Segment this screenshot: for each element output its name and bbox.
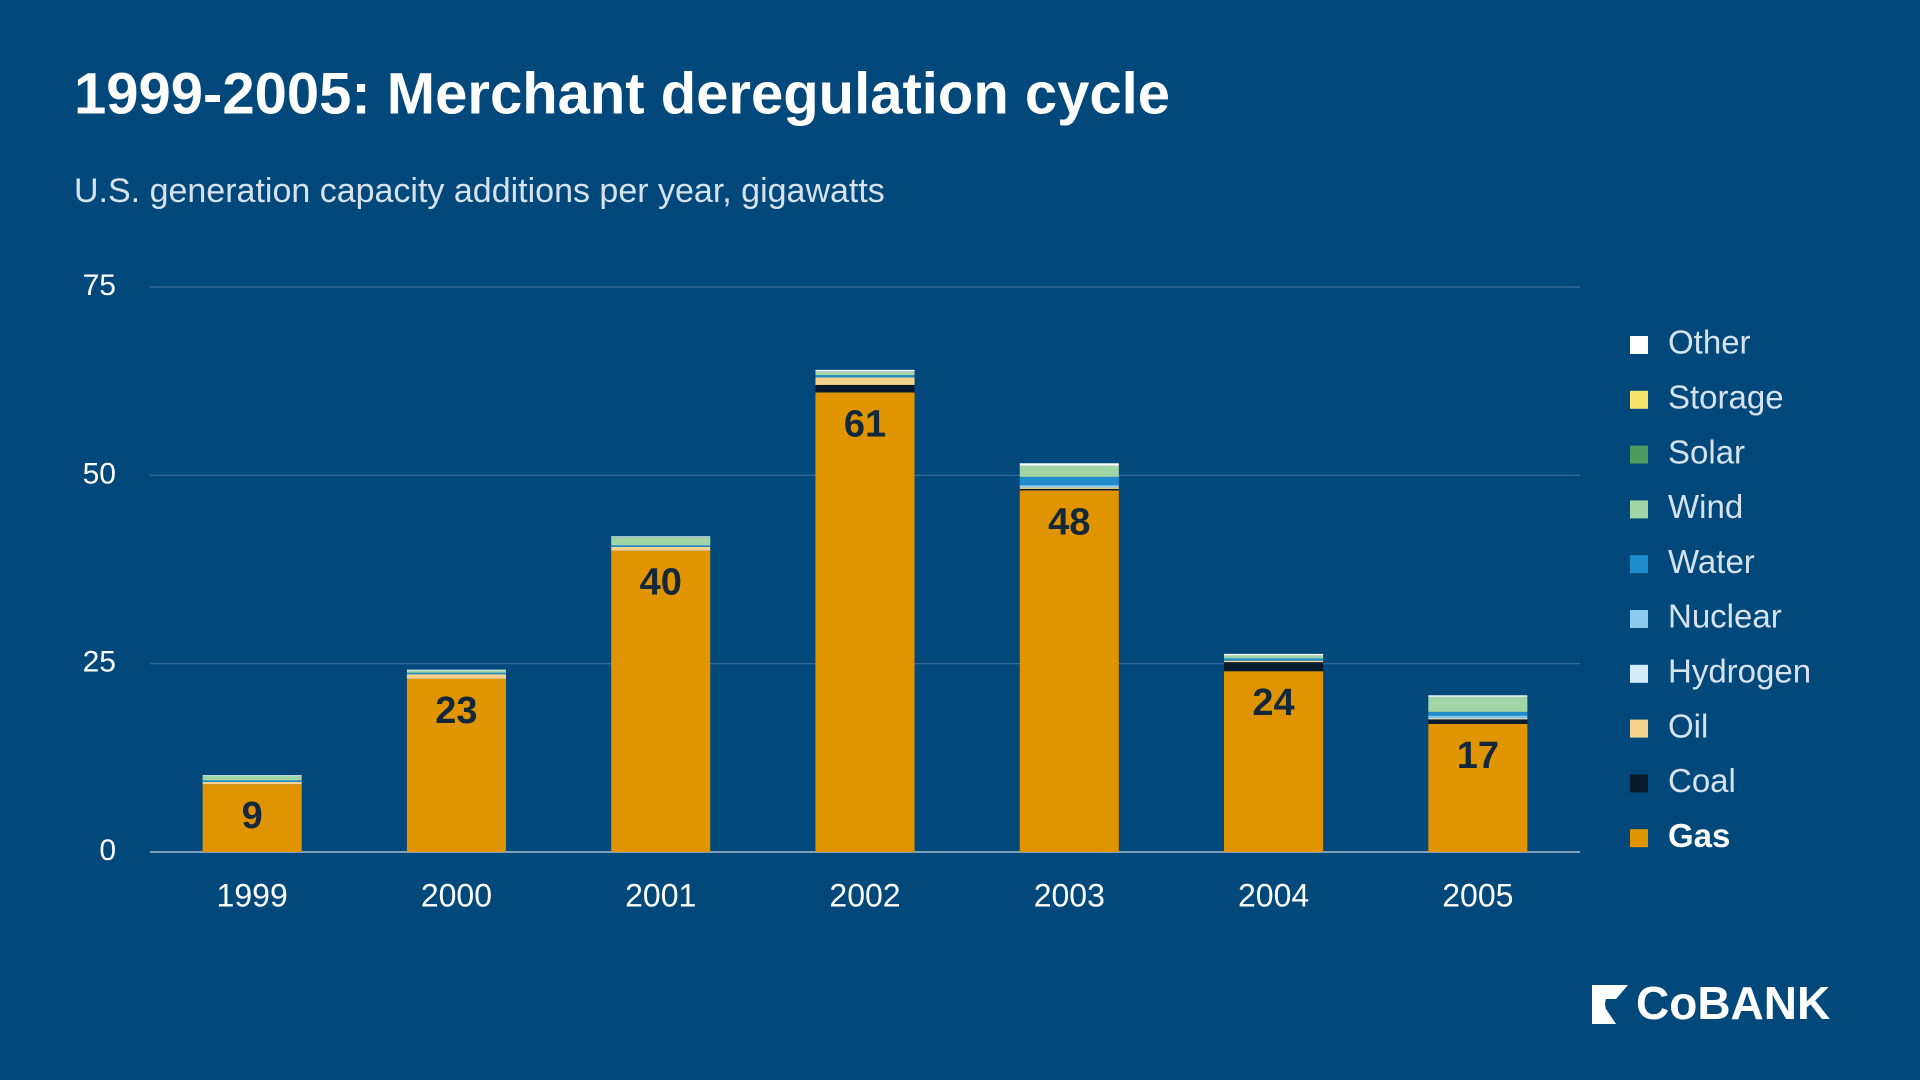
legend-label: Other — [1668, 324, 1751, 361]
legend-label: Coal — [1668, 762, 1736, 799]
bar-segment — [202, 775, 302, 781]
bar-segment — [611, 550, 711, 852]
y-tick-label: 0 — [99, 834, 116, 867]
x-tick-label: 2005 — [1442, 877, 1513, 913]
bar-segment — [1224, 655, 1324, 659]
legend-swatch — [1630, 829, 1648, 848]
bar-segment — [202, 780, 302, 782]
legend-swatch — [1630, 719, 1648, 738]
bar-segment — [1019, 488, 1119, 491]
x-tick-label: 2002 — [829, 877, 900, 913]
bar-segment — [202, 784, 302, 852]
logo-icon — [1592, 985, 1628, 1024]
bar-segment — [815, 384, 915, 393]
bar-segment — [815, 369, 915, 372]
bar-segment — [611, 545, 711, 547]
bar-segment — [1428, 717, 1528, 719]
data-label: 40 — [640, 562, 682, 604]
y-tick-label: 50 — [83, 457, 116, 490]
bar-segment — [1428, 711, 1528, 716]
bar-segment — [1224, 658, 1324, 661]
bar-segment — [1428, 715, 1528, 718]
bar-segment — [611, 536, 711, 538]
bar-segment — [1428, 719, 1528, 724]
data-label: 24 — [1252, 682, 1294, 724]
bar-segment — [815, 377, 915, 385]
bar-segment — [1019, 463, 1119, 466]
legend-swatch — [1630, 390, 1648, 409]
bar-segment — [1224, 662, 1324, 672]
bar-segment — [1428, 718, 1528, 720]
data-label: 23 — [435, 690, 477, 732]
bar-segment — [1428, 723, 1528, 852]
legend-label: Hydrogen — [1668, 653, 1811, 690]
bar-segment — [1019, 487, 1119, 489]
legend-swatch — [1630, 774, 1648, 793]
legend-label: Storage — [1668, 379, 1784, 416]
x-tick-label: 2004 — [1238, 877, 1309, 913]
bar-segment — [1019, 490, 1119, 852]
legend-swatch — [1630, 445, 1648, 464]
chart-subtitle: U.S. generation capacity additions per y… — [74, 172, 885, 210]
bar-segment — [406, 674, 506, 679]
x-tick-label: 1999 — [217, 877, 288, 913]
logo-text: CoBANK — [1636, 977, 1830, 1029]
bar-segment — [1224, 660, 1324, 663]
bar-segment — [611, 537, 711, 546]
bar-segment — [406, 678, 506, 852]
chart-title: 1999-2005: Merchant deregulation cycle — [74, 61, 1170, 126]
legend-swatch — [1630, 336, 1648, 354]
legend-label: Solar — [1668, 433, 1745, 470]
bar-segment — [815, 392, 915, 852]
bar-segment — [406, 669, 506, 671]
legend-swatch — [1630, 664, 1648, 683]
bar-segment — [815, 371, 915, 376]
bar-segment — [1019, 465, 1119, 477]
legend-label: Water — [1668, 543, 1755, 580]
y-tick-label: 25 — [83, 646, 116, 679]
bar-segment — [406, 672, 506, 675]
bar-segment — [1019, 476, 1119, 486]
bar-segment — [611, 546, 711, 551]
bar-segment — [1428, 695, 1528, 697]
x-tick-label: 2003 — [1034, 877, 1105, 913]
bar-segment — [1428, 696, 1528, 712]
data-label: 61 — [844, 403, 886, 445]
bar-segment — [1224, 671, 1324, 852]
data-label: 17 — [1457, 735, 1499, 777]
legend-label: Gas — [1668, 817, 1730, 854]
x-tick-label: 2001 — [625, 877, 696, 913]
bar-segment — [1224, 653, 1324, 656]
bar-segment — [202, 781, 302, 785]
bar-segment — [815, 375, 915, 378]
x-tick-label: 2000 — [421, 877, 492, 913]
bar-segment — [1019, 485, 1119, 488]
bar-segment — [406, 670, 506, 673]
data-label: 48 — [1048, 501, 1090, 543]
legend-label: Oil — [1668, 707, 1708, 744]
y-tick-label: 75 — [83, 269, 116, 302]
legend-swatch — [1630, 500, 1648, 519]
logo: CoBANK — [1592, 977, 1830, 1029]
legend-label: Wind — [1668, 488, 1743, 525]
legend-swatch — [1630, 610, 1648, 628]
legend-label: Nuclear — [1668, 598, 1782, 635]
legend-swatch — [1630, 555, 1648, 574]
bar-segment — [202, 775, 302, 776]
data-label: 9 — [242, 795, 263, 837]
